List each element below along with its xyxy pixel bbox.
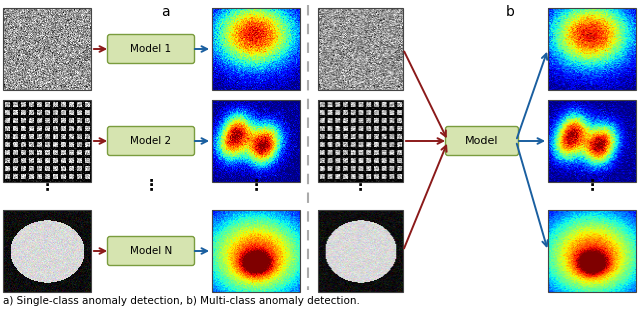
Text: ⋮: ⋮ xyxy=(584,177,600,192)
Text: ⋮: ⋮ xyxy=(40,177,54,192)
FancyBboxPatch shape xyxy=(108,35,195,64)
FancyBboxPatch shape xyxy=(108,237,195,266)
Text: b: b xyxy=(506,5,515,19)
Text: Model: Model xyxy=(465,136,499,146)
Text: ⋮: ⋮ xyxy=(143,177,159,192)
Text: ⋮: ⋮ xyxy=(353,177,367,192)
Text: Model 2: Model 2 xyxy=(131,136,172,146)
Text: Model 1: Model 1 xyxy=(131,44,172,54)
FancyBboxPatch shape xyxy=(108,127,195,156)
FancyBboxPatch shape xyxy=(445,127,518,156)
Text: Model N: Model N xyxy=(130,246,172,256)
Text: a) Single-class anomaly detection, b) Multi-class anomaly detection.: a) Single-class anomaly detection, b) Mu… xyxy=(3,296,360,306)
Text: a: a xyxy=(161,5,170,19)
Text: ⋮: ⋮ xyxy=(248,177,264,192)
